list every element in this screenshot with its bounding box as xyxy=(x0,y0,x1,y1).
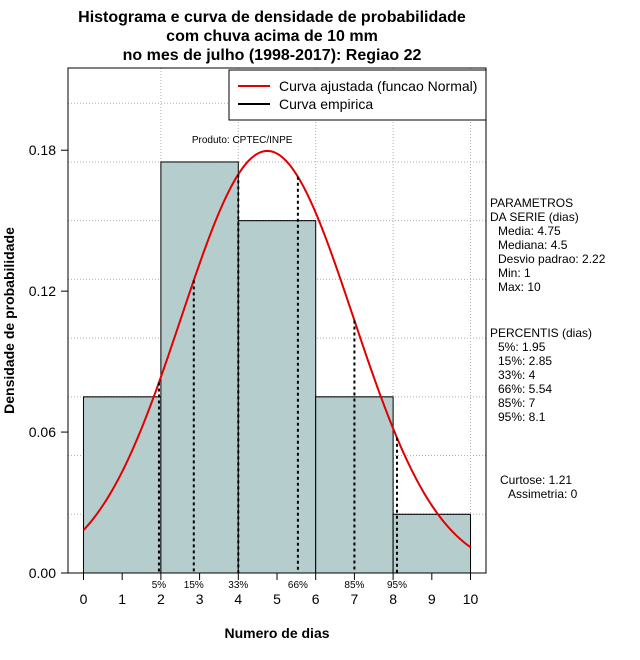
y-tick-label: 0.00 xyxy=(29,565,56,581)
x-tick-label: 0 xyxy=(80,591,88,607)
percentis-line: 5%: 1.95 xyxy=(498,340,546,354)
y-tick-label: 0.18 xyxy=(29,142,56,158)
normal-fit-curve xyxy=(82,149,472,549)
y-axis-label: Densidade de probabilidade xyxy=(1,227,17,414)
histogram-bar xyxy=(392,513,472,574)
chart-title-line: no mes de julho (1998-2017): Regiao 22 xyxy=(123,47,422,64)
percentile-label: 85% xyxy=(344,580,364,591)
histogram-bar xyxy=(82,396,162,574)
x-tick-label: 10 xyxy=(463,591,479,607)
legend-label: Curva empirica xyxy=(279,96,373,112)
parametros-line: Min: 1 xyxy=(498,266,531,280)
legend-label: Curva ajustada (funcao Normal) xyxy=(279,78,477,94)
percentis-line: 66%: 5.54 xyxy=(498,382,552,396)
assimetria-text: Assimetria: 0 xyxy=(508,487,578,501)
source-note: Produto: CPTEC/INPE xyxy=(192,135,293,146)
chart-title-line: Histograma e curva de densidade de proba… xyxy=(78,9,466,26)
y-tick-label: 0.12 xyxy=(29,283,56,299)
percentis-line: 85%: 7 xyxy=(498,396,536,410)
y-tick-label: 0.06 xyxy=(29,424,56,440)
x-tick-label: 5 xyxy=(273,591,281,607)
x-axis-label: Numero de dias xyxy=(224,625,329,641)
x-tick-label: 4 xyxy=(234,591,242,607)
legend-box xyxy=(228,69,487,121)
parametros-line: Desvio padrao: 2.22 xyxy=(498,252,606,266)
percentile-label: 66% xyxy=(288,580,308,591)
x-tick-label: 1 xyxy=(118,591,126,607)
percentis-line: 15%: 2.85 xyxy=(498,354,552,368)
parametros-title: PARAMETROS xyxy=(490,196,573,210)
percentis-line: 95%: 8.1 xyxy=(498,410,546,424)
parametros-line: Max: 10 xyxy=(498,280,541,294)
chart-title-line: com chuva acima de 10 mm xyxy=(166,28,378,45)
parametros-line: Mediana: 4.5 xyxy=(498,238,568,252)
percentile-label: 33% xyxy=(228,580,248,591)
x-tick-label: 8 xyxy=(389,591,397,607)
histogram-bar xyxy=(160,161,239,574)
parametros-line: Media: 4.75 xyxy=(498,224,561,238)
x-tick-label: 2 xyxy=(157,591,165,607)
percentis-line: 33%: 4 xyxy=(498,368,536,382)
x-tick-label: 9 xyxy=(428,591,436,607)
x-tick-label: 7 xyxy=(351,591,359,607)
curtose-text: Curtose: 1.21 xyxy=(500,473,572,487)
percentile-label: 15% xyxy=(184,580,204,591)
percentile-label: 95% xyxy=(387,580,407,591)
percentis-title: PERCENTIS (dias) xyxy=(490,326,592,340)
histogram-bar xyxy=(237,220,317,574)
x-tick-label: 6 xyxy=(312,591,320,607)
percentile-label: 5% xyxy=(152,580,167,591)
parametros-title: DA SERIE (dias) xyxy=(490,210,579,224)
x-tick-label: 3 xyxy=(196,591,204,607)
